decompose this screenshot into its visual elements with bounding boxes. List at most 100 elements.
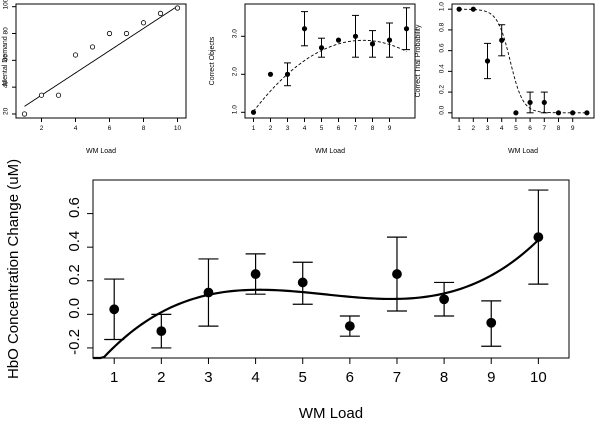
y-tick-label: 0.8 (438, 22, 445, 31)
mental-demand-frame (15, 3, 187, 119)
x-tick-label: 3 (286, 125, 290, 132)
y-tick-label: -0.2 (66, 329, 83, 355)
data-point (55, 92, 62, 98)
y-tick-label: 0.2 (438, 85, 445, 94)
x-tick-label: 9 (571, 125, 575, 132)
x-tick-label: 4 (251, 369, 259, 386)
data-point (584, 110, 590, 116)
y-tick-label: 1.0 (438, 2, 445, 11)
y-tick-label: 60 (2, 54, 9, 62)
data-point (486, 317, 497, 328)
y-tick-label: 100 (2, 0, 9, 10)
y-tick-label: 0.4 (66, 231, 83, 252)
x-tick-label: 9 (487, 369, 495, 386)
data-point (106, 30, 113, 37)
x-tick-label: 8 (142, 125, 146, 132)
x-axis-label: WM Load (86, 148, 116, 155)
x-tick-label: 7 (354, 125, 358, 132)
y-axis-label: Mental Demand (2, 36, 9, 86)
data-point (140, 20, 147, 26)
x-tick-label: 4 (303, 125, 307, 132)
x-tick-label: 6 (346, 369, 354, 386)
y-tick-label: 0.2 (66, 264, 83, 285)
x-axis-label: WM Load (508, 148, 538, 155)
x-axis-label: WM Load (315, 148, 345, 155)
x-tick-label: 8 (557, 125, 561, 132)
data-point (335, 37, 342, 43)
x-tick-label: 4 (74, 125, 78, 132)
x-tick-label: 8 (440, 369, 448, 386)
data-point (318, 45, 325, 51)
data-point (344, 321, 355, 331)
y-tick-label: 40 (2, 81, 9, 89)
correct-objects-panel: 1 2 3 4 5 6 7 8 9 1.0 2.0 3.0 WM Load Correct Objects (209, 3, 416, 155)
x-tick-label: 6 (528, 125, 532, 132)
data-point (541, 99, 547, 106)
correct-trial-probability-frame (451, 3, 595, 119)
data-point (301, 26, 308, 32)
y-tick-label: 2.0 (231, 67, 238, 76)
y-tick-label: 20 (2, 107, 9, 115)
hbo-concentration-fit-curve (93, 239, 540, 360)
x-tick-label: 2 (471, 125, 475, 132)
data-point (352, 33, 359, 39)
y-tick-label: 0.0 (438, 105, 445, 114)
x-tick-label: 9 (388, 125, 392, 132)
x-tick-label: 1 (110, 369, 118, 386)
y-tick-label: 80 (2, 27, 9, 35)
x-tick-label: 2 (40, 125, 44, 132)
data-point (484, 58, 491, 64)
data-point (267, 71, 274, 77)
x-tick-label: 1 (252, 125, 256, 132)
data-point (386, 37, 393, 43)
data-point (392, 269, 402, 279)
mental-demand-fit-curve (24, 5, 178, 107)
data-point (470, 6, 476, 12)
x-tick-label: 1 (457, 125, 461, 132)
data-point (284, 71, 291, 77)
x-tick-label: 3 (204, 369, 212, 386)
x-tick-label: 3 (486, 125, 490, 132)
x-tick-label: 2 (157, 369, 165, 386)
correct-trial-probability-fit-curve (459, 8, 587, 114)
y-tick-label: 3.0 (231, 29, 238, 38)
x-tick-label: 10 (174, 125, 182, 132)
x-tick-label: 4 (500, 125, 504, 132)
mental-demand-panel: 2 4 6 8 10 20 40 60 80 100 WM Load Mental Demand (2, 0, 187, 155)
hbo-concentration-frame (92, 179, 570, 359)
correct-objects-fit-curve (253, 39, 407, 112)
data-point (369, 41, 376, 47)
y-tick-label: 0.0 (66, 298, 83, 319)
data-point (174, 5, 181, 11)
data-point (513, 110, 519, 116)
x-tick-label: 5 (299, 369, 307, 386)
data-point (250, 269, 261, 279)
data-point (297, 277, 308, 288)
data-point (439, 294, 450, 305)
correct-objects-frame (244, 3, 416, 119)
data-point (157, 10, 164, 16)
data-point (555, 110, 562, 116)
data-point (250, 109, 257, 115)
data-point (21, 111, 28, 117)
x-tick-label: 2 (269, 125, 273, 132)
data-point (499, 37, 505, 43)
hbo-concentration-panel: 1 2 3 4 5 6 7 8 9 10 -0.2 0.0 0.2 0.4 0.6 WM Load HbO Co… (5, 159, 570, 422)
data-point (533, 232, 544, 242)
data-point (38, 92, 45, 98)
data-point (109, 304, 120, 315)
x-tick-label: 6 (337, 125, 341, 132)
y-axis-label: HbO Concentration Change (uM) (5, 159, 22, 379)
x-tick-label: 6 (108, 125, 112, 132)
y-axis-label: Correct Trial Probability (415, 24, 422, 97)
y-tick-label: 1.0 (231, 105, 238, 114)
x-tick-label: 5 (320, 125, 324, 132)
data-point (156, 326, 167, 337)
y-tick-label: 0.4 (438, 64, 445, 73)
x-tick-label: 8 (371, 125, 375, 132)
data-point (203, 287, 214, 298)
x-axis-label: WM Load (299, 405, 363, 422)
x-tick-label: 10 (530, 369, 547, 386)
y-tick-label: 0.6 (438, 43, 445, 52)
